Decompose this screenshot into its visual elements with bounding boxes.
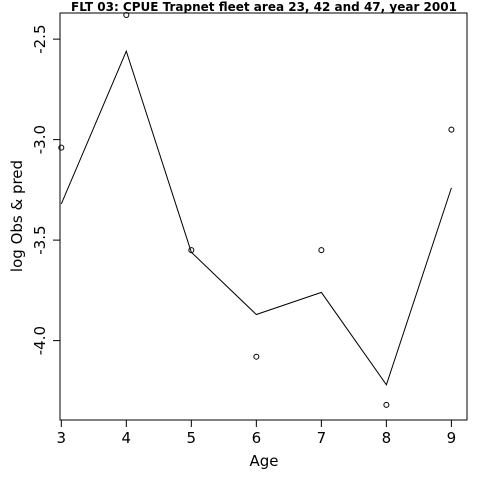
plot-frame [59,12,468,421]
x-axis: 3 4 5 6 7 8 9 [57,420,457,447]
observed-point [318,247,325,254]
y-axis: -4.0 -3.5 -3.0 -2.5 [31,24,60,355]
x-tick-label: 7 [317,429,327,447]
observed-point [383,401,390,408]
x-tick-label: 9 [447,429,457,447]
chart-title: FLT 03: CPUE Trapnet fleet area 23, 42 a… [71,0,457,14]
x-tick-label: 3 [57,429,67,447]
x-tick-label: 4 [122,429,132,447]
observed-point [448,126,455,133]
y-tick-label: -3.5 [31,225,49,254]
x-axis-label: Age [249,452,278,470]
observed-point [253,353,260,360]
x-tick-label: 8 [382,429,392,447]
y-tick-label: -3.0 [31,125,49,154]
observed-point [58,144,65,151]
observed-point [123,12,130,19]
x-tick-label: 5 [187,429,197,447]
y-tick-label: -4.0 [31,326,49,355]
y-axis-label: log Obs & pred [8,160,26,272]
observed-points [58,12,455,408]
x-tick-label: 6 [252,429,262,447]
predicted-line [60,49,452,386]
y-tick-label: -2.5 [31,24,49,53]
observed-point [188,247,195,254]
